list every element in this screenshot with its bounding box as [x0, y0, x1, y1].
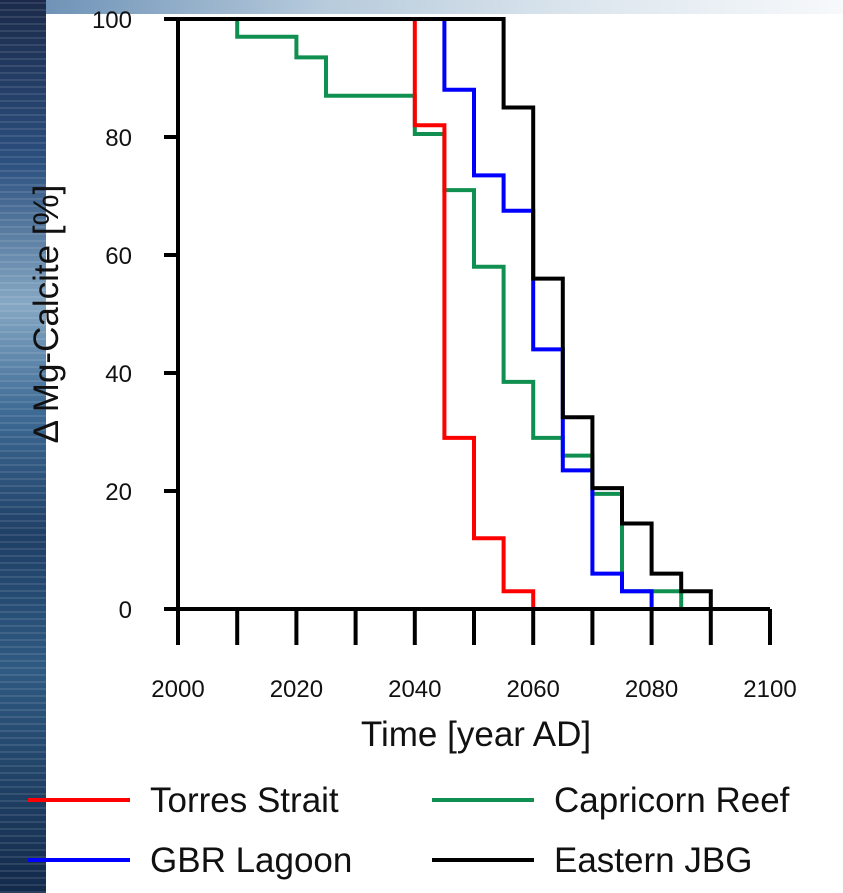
legend-label: Capricorn Reef [554, 781, 790, 820]
y-tick-label: 80 [105, 125, 132, 152]
y-axis-title: Δ Mg-Calcite [%] [27, 185, 66, 444]
legend: Torres Strait Capricorn Reef GBR Lagoon Eas… [28, 781, 790, 880]
y-tick-label: 0 [119, 597, 132, 624]
y-tick-label: 100 [92, 7, 132, 34]
y-tick-label: 40 [105, 361, 132, 388]
legend-label: GBR Lagoon [150, 841, 352, 880]
ocean-photo-strip [0, 0, 46, 893]
series-line-capricorn-reef [178, 17, 711, 611]
series-line-gbr-lagoon [178, 17, 711, 611]
x-tick-label: 2100 [743, 676, 796, 703]
x-axis-title: Time [year AD] [361, 715, 591, 754]
x-tick-label: 2020 [270, 676, 323, 703]
series-line-torres-strait [178, 17, 711, 611]
y-tick-label: 20 [105, 479, 132, 506]
sky-photo-strip [46, 0, 843, 14]
x-axis-ticks: 2000 2020 2040 2060 2080 2100 [151, 609, 797, 703]
legend-label: Torres Strait [150, 781, 339, 820]
series-line-eastern-jbg [178, 17, 713, 609]
x-tick-label: 2080 [625, 676, 678, 703]
x-tick-label: 2000 [151, 676, 204, 703]
legend-label: Eastern JBG [554, 841, 752, 880]
y-tick-label: 60 [105, 243, 132, 270]
x-tick-label: 2060 [507, 676, 560, 703]
x-tick-label: 2040 [388, 676, 441, 703]
y-axis-ticks: 0 20 40 60 80 100 [92, 7, 178, 624]
plot-area [178, 17, 713, 611]
